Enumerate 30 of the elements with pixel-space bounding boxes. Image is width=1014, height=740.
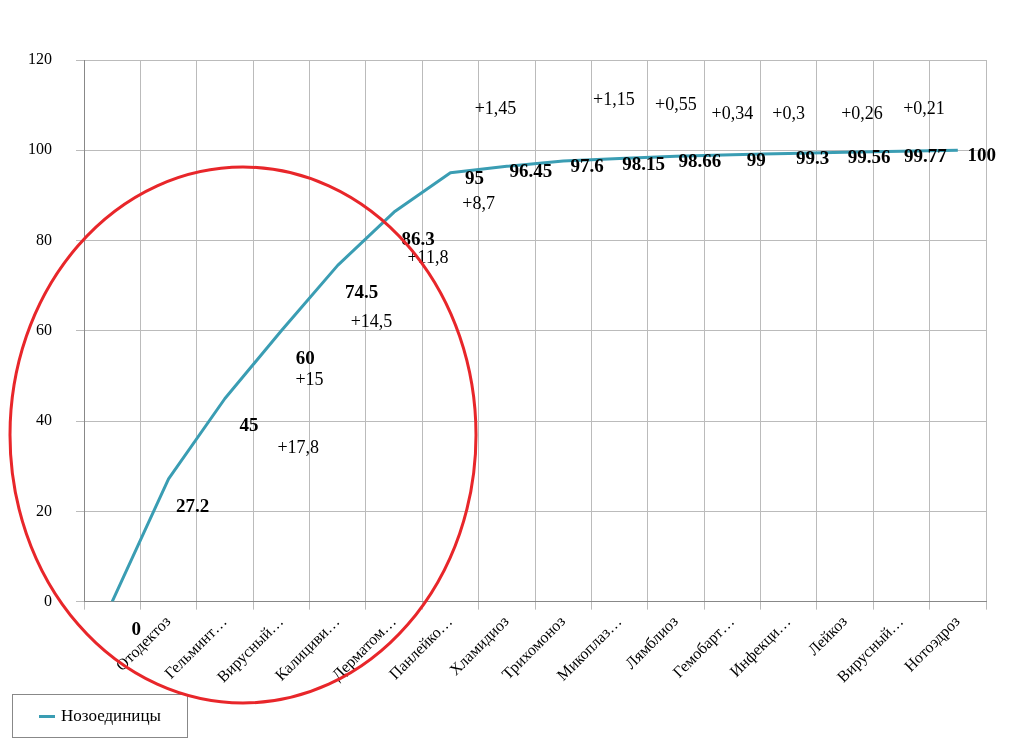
annotation: +0,21 <box>903 98 945 119</box>
data-label: 60 <box>295 346 315 368</box>
y-tick-label: 0 <box>44 591 52 609</box>
y-tick-label: 120 <box>28 50 52 68</box>
annotation: +1,45 <box>474 98 517 119</box>
annotation: +0,3 <box>772 102 806 123</box>
annotation: +0,55 <box>655 93 697 114</box>
y-tick-label: 40 <box>36 411 52 429</box>
data-label: 27.2 <box>175 494 210 516</box>
data-label: 99.3 <box>796 147 830 169</box>
data-label: 97.6 <box>570 155 604 177</box>
data-label: 45 <box>239 414 259 436</box>
y-tick-label: 20 <box>36 501 52 519</box>
legend-label: Нозоединицы <box>61 706 161 726</box>
annotation: +17,8 <box>277 436 320 457</box>
annotation: +1,15 <box>593 89 635 110</box>
annotation: +0,34 <box>711 102 754 123</box>
data-label: 99 <box>746 148 766 170</box>
y-tick-label: 80 <box>36 230 52 248</box>
data-label: 74.5 <box>345 281 379 303</box>
data-label: 100 <box>967 144 997 166</box>
annotation: +14,5 <box>350 310 393 331</box>
annotation: +0,26 <box>841 102 883 123</box>
data-label: 98.15 <box>622 152 665 174</box>
y-tick-label: 60 <box>36 321 52 339</box>
data-label: 96.45 <box>509 160 553 182</box>
annotation: +15 <box>295 369 324 390</box>
y-tick-label: 100 <box>28 140 52 158</box>
annotation: +8,7 <box>462 193 495 214</box>
data-label: 95 <box>464 166 484 188</box>
